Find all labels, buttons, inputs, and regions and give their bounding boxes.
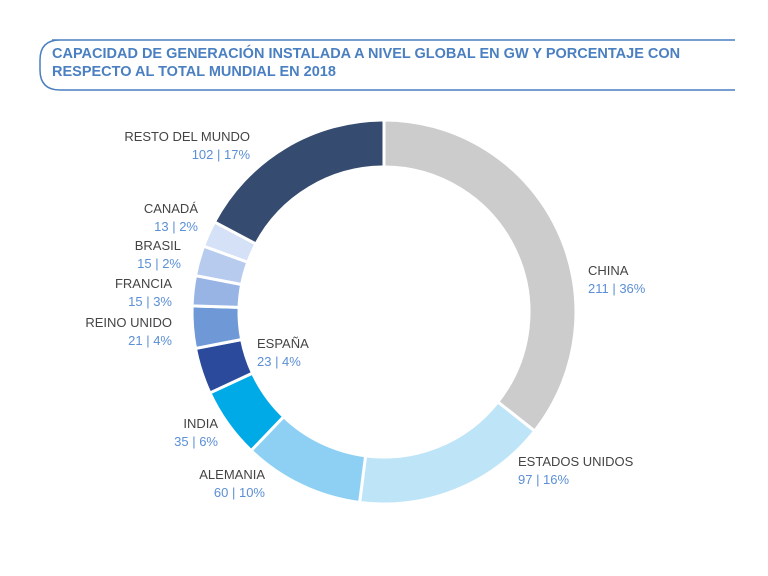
value-label: 13 | 2% [154,219,198,234]
category-label: ESTADOS UNIDOS [518,454,634,469]
donut-segment [382,118,578,434]
value-label: 15 | 2% [137,256,181,271]
donut-segment [190,304,244,351]
category-label: REINO UNIDO [85,315,172,330]
value-label: 60 | 10% [214,485,266,500]
category-label: INDIA [183,416,218,431]
value-label: 15 | 3% [128,294,172,309]
category-label: ESPAÑA [257,336,309,351]
donut-segment [357,399,537,506]
value-label: 21 | 4% [128,333,172,348]
chart-title: CAPACIDAD DE GENERACIÓN INSTALADA A NIVE… [52,46,681,80]
category-label: BRASIL [135,238,181,253]
title-frame [39,39,735,91]
donut-segment [212,118,386,247]
category-label: CHINA [588,263,629,278]
category-label: FRANCIA [115,276,172,291]
value-label: 35 | 6% [174,434,218,449]
category-label: ALEMANIA [199,467,265,482]
value-label: 97 | 16% [518,472,570,487]
value-label: 211 | 36% [588,281,646,296]
value-label: 102 | 17% [192,147,251,162]
category-label: CANADÁ [144,201,199,216]
value-label: 23 | 4% [257,354,301,369]
category-label: RESTO DEL MUNDO [124,129,250,144]
